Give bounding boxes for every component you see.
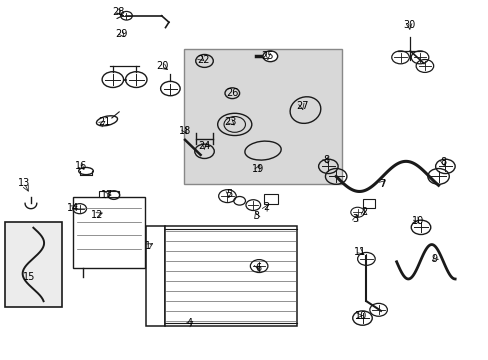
Bar — [4, 222, 62, 307]
Text: 21: 21 — [98, 117, 110, 127]
Text: 18: 18 — [179, 126, 191, 135]
Text: 12: 12 — [91, 210, 103, 220]
Bar — [146, 226, 164, 325]
Text: 10: 10 — [410, 216, 423, 226]
Bar — [264, 194, 277, 204]
Text: 30: 30 — [403, 20, 415, 30]
Text: 19: 19 — [251, 163, 264, 174]
Text: 11: 11 — [354, 247, 366, 257]
Text: 1: 1 — [144, 241, 151, 251]
Text: 24: 24 — [198, 141, 210, 151]
Polygon shape — [183, 49, 341, 184]
Bar — [73, 197, 145, 268]
Bar — [362, 199, 374, 208]
Text: 5: 5 — [225, 189, 231, 199]
Text: 29: 29 — [115, 29, 127, 39]
Text: 7: 7 — [378, 179, 385, 189]
Text: 22: 22 — [196, 55, 209, 65]
Text: 8: 8 — [323, 155, 329, 165]
Text: 2: 2 — [263, 202, 269, 212]
Text: 23: 23 — [224, 117, 237, 127]
Text: 6: 6 — [255, 263, 261, 273]
Text: 10: 10 — [355, 311, 367, 320]
Text: 9: 9 — [431, 254, 437, 264]
Text: 25: 25 — [261, 51, 274, 61]
Bar — [99, 191, 119, 197]
Text: 8: 8 — [440, 157, 446, 167]
Text: 3: 3 — [352, 214, 358, 224]
Text: 2: 2 — [360, 207, 366, 217]
Circle shape — [263, 51, 277, 62]
Text: 28: 28 — [112, 7, 124, 17]
Text: 17: 17 — [101, 190, 113, 200]
Text: 3: 3 — [253, 211, 259, 221]
Text: 16: 16 — [75, 161, 87, 171]
Text: 26: 26 — [225, 88, 238, 98]
Bar — [164, 226, 297, 325]
Text: 13: 13 — [18, 178, 30, 188]
Text: 15: 15 — [23, 272, 35, 282]
Text: 14: 14 — [66, 203, 79, 213]
Text: 4: 4 — [186, 319, 193, 328]
Text: 27: 27 — [295, 102, 307, 112]
Text: 20: 20 — [156, 61, 168, 71]
